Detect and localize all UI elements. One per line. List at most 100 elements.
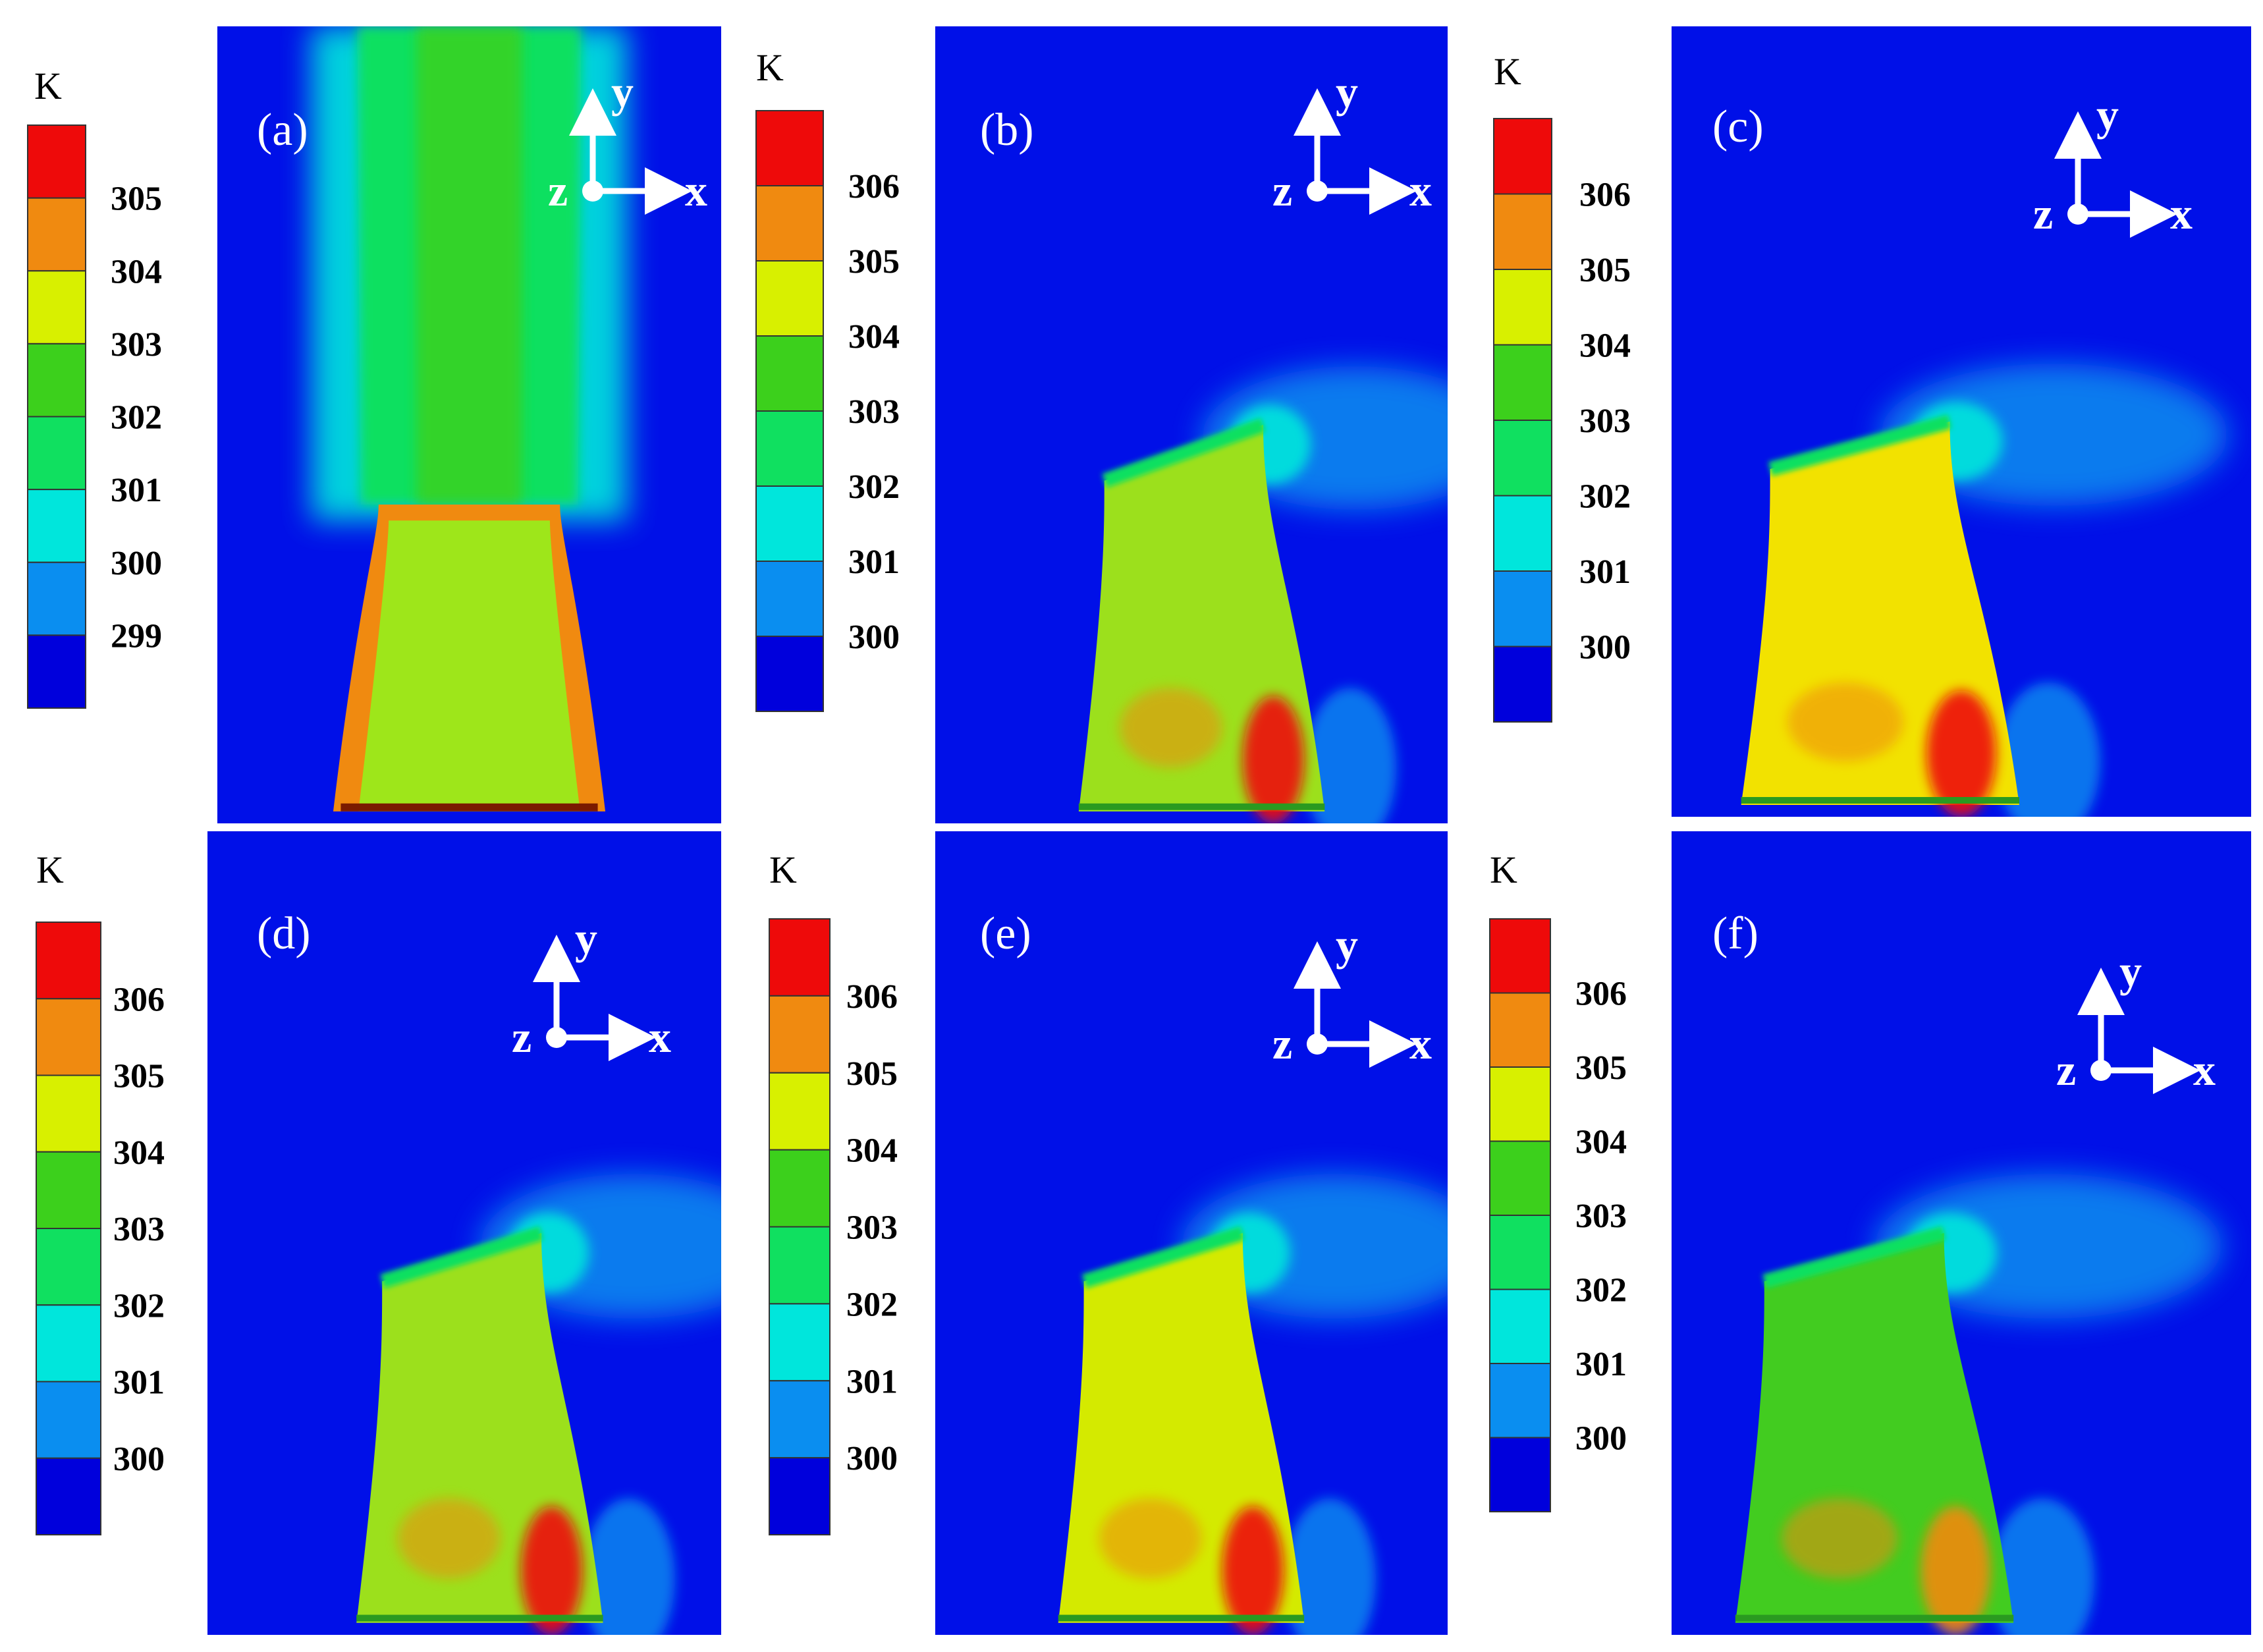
tower-base [1741,797,2019,804]
colorbar-band [1493,344,1552,421]
colorbar-band [1489,918,1551,994]
x-axis-letter: x [649,1012,671,1062]
colorbar-tick-label: 304 [846,1132,898,1170]
colorbar-band [27,343,86,418]
colorbar-tick-label: 303 [848,393,900,431]
lee-wake [1284,1498,1377,1635]
colorbar-tick-label: 303 [1579,402,1631,440]
colorbar-band [1493,193,1552,270]
colorbar-band [1489,1140,1551,1216]
tower-base [1735,1614,2014,1622]
colorbar-tick-label: 301 [846,1363,898,1400]
hot-spot [1921,1506,1990,1635]
z-axis-dot [1307,1033,1328,1055]
z-axis-dot [546,1027,567,1048]
tower-base [1058,1614,1305,1622]
colorbar-band [36,1457,101,1535]
panel-label: (a) [257,105,308,155]
colorbar-band [27,270,86,344]
colorbar-band [1493,495,1552,572]
colorbar-band [755,260,824,337]
contour-plot-e: (e) y x z [935,831,1448,1635]
colorbar-a: K 305 304 303 302 301 300 299 [27,65,162,709]
colorbar-tick-label: 300 [113,1441,165,1478]
colorbar-band [27,489,86,563]
colorbar-tick-label: 304 [113,1134,165,1172]
contour-plot-f: (f) y x z [1672,831,2251,1635]
z-axis-letter: z [548,165,568,215]
colorbar-unit-label: K [1494,50,1521,93]
lee-wake [1996,682,2101,817]
colorbar-tick-label: 300 [1579,629,1631,667]
colorbar-tick-label: 306 [1575,976,1627,1013]
colorbar-band [769,1072,831,1151]
colorbar-band [1493,646,1552,723]
colorbar-tick-label: 305 [1579,252,1631,289]
z-axis-dot [2090,1060,2112,1081]
panel-label: (d) [257,908,311,959]
colorbar-band [36,1381,101,1459]
colorbar-band [27,197,86,272]
colorbar-tick-label: 306 [848,168,900,206]
colorbar-band [1493,420,1552,497]
z-axis-letter: z [1272,165,1292,215]
warm-streak [1099,1498,1202,1579]
colorbar-band [769,1226,831,1305]
axis-triad: y x z [1272,920,1432,1068]
colorbar-tick-label: 299 [111,617,162,655]
colorbar-band [755,110,824,186]
y-axis-letter: y [2096,90,2119,140]
colorbar-tick-label: 303 [111,326,162,364]
colorbar-band [1489,1437,1551,1512]
y-axis-letter: y [611,67,634,117]
warm-streak [1782,1498,1898,1579]
colorbar-band [1489,1288,1551,1364]
tower-base [1078,803,1325,810]
colorbar-band [769,1380,831,1459]
axis-triad: y x z [2056,946,2216,1095]
panel-label: (c) [1712,101,1764,152]
contour-plot-d: (d) y x z [207,831,721,1635]
axis-triad: y x z [1272,67,1432,215]
colorbar-band [755,335,824,412]
colorbar-tick-label: 304 [1575,1124,1627,1161]
axis-triad: y x z [2033,90,2193,238]
colorbar-tick-label: 305 [111,180,162,218]
colorbar-tick-label: 306 [113,981,165,1018]
colorbar-unit-label: K [1490,848,1517,891]
colorbar-tick-label: 304 [1579,327,1631,365]
colorbar-band [755,561,824,637]
colorbar-unit-label: K [34,65,62,107]
colorbar-tick-label: 302 [848,468,900,506]
colorbar-unit-label: K [769,848,797,891]
z-axis-dot [1307,180,1328,202]
plume-center [416,26,522,505]
colorbar-band [755,636,824,712]
colorbar-tick-label: 301 [1575,1346,1627,1383]
colorbar-tick-label: 304 [848,318,900,356]
colorbar-tick-label: 305 [1575,1049,1627,1087]
warm-streak [397,1498,501,1579]
contour-plot-a: (a) y x z [217,26,721,823]
tower-rim [1081,1226,1245,1288]
x-axis-letter: x [1409,165,1432,215]
colorbar-tick-label: 302 [846,1286,898,1323]
lee-wake [1304,688,1397,823]
panel-label: (f) [1712,908,1759,959]
z-axis-letter: z [512,1012,532,1062]
z-axis-dot [2067,204,2088,225]
z-axis-letter: z [2056,1045,2076,1095]
x-axis-letter: x [685,165,707,215]
colorbar-band [755,185,824,262]
y-axis-letter: y [2119,946,2142,996]
colorbar-band [36,1074,101,1153]
colorbar-tick-label: 305 [113,1058,165,1095]
colorbar-band [769,995,831,1074]
colorbar-band [1489,1363,1551,1439]
colorbar-band [769,918,831,997]
colorbar-tick-label: 300 [846,1440,898,1477]
axis-triad: y x z [512,913,671,1062]
colorbar-band [769,1149,831,1228]
x-axis-letter: x [2193,1045,2216,1095]
